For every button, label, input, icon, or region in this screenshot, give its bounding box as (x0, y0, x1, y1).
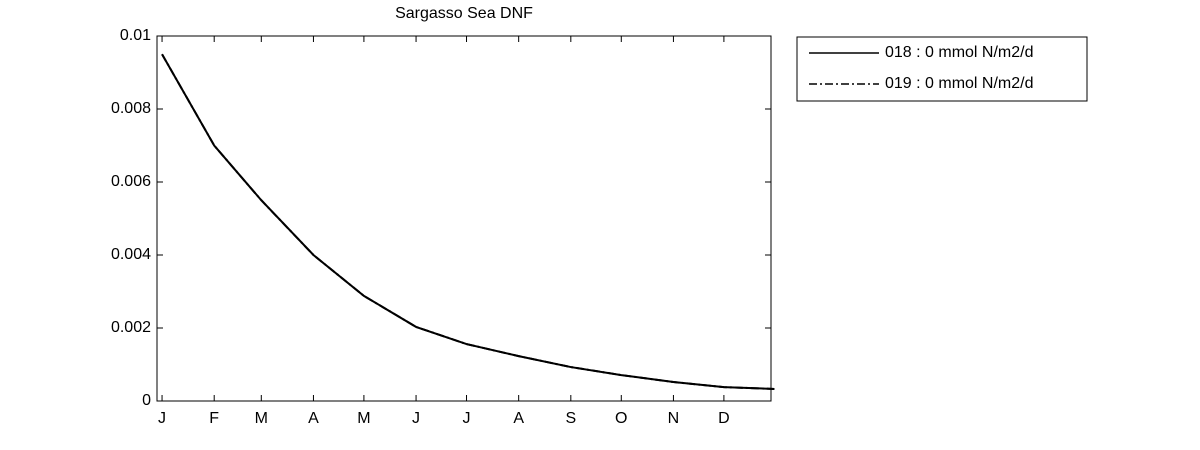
chart-title: Sargasso Sea DNF (395, 5, 533, 22)
y-tick-label: 0.004 (111, 246, 151, 263)
x-tick-label: J (463, 410, 471, 427)
legend-label: 019 : 0 mmol N/m2/d (885, 75, 1034, 92)
x-tick-label: M (255, 410, 268, 427)
x-tick-label: J (412, 410, 420, 427)
y-tick-label: 0.002 (111, 319, 151, 336)
x-tick-label: F (209, 410, 219, 427)
y-tick-label: 0.006 (111, 173, 151, 190)
y-tick-label: 0.008 (111, 100, 151, 117)
y-tick-label: 0.01 (120, 27, 151, 44)
x-tick-label: S (565, 410, 576, 427)
x-tick-label: N (668, 410, 680, 427)
x-tick-label: M (357, 410, 370, 427)
legend-box (796, 36, 1088, 102)
y-tick-label: 0 (142, 392, 151, 409)
legend-label: 018 : 0 mmol N/m2/d (885, 44, 1034, 61)
x-tick-label: O (615, 410, 627, 427)
line-series (161, 53, 775, 390)
plot-frame (156, 35, 772, 402)
x-tick-label: J (158, 410, 166, 427)
x-tick-label: A (308, 410, 319, 427)
x-tick-label: D (718, 410, 730, 427)
x-tick-label: A (513, 410, 524, 427)
